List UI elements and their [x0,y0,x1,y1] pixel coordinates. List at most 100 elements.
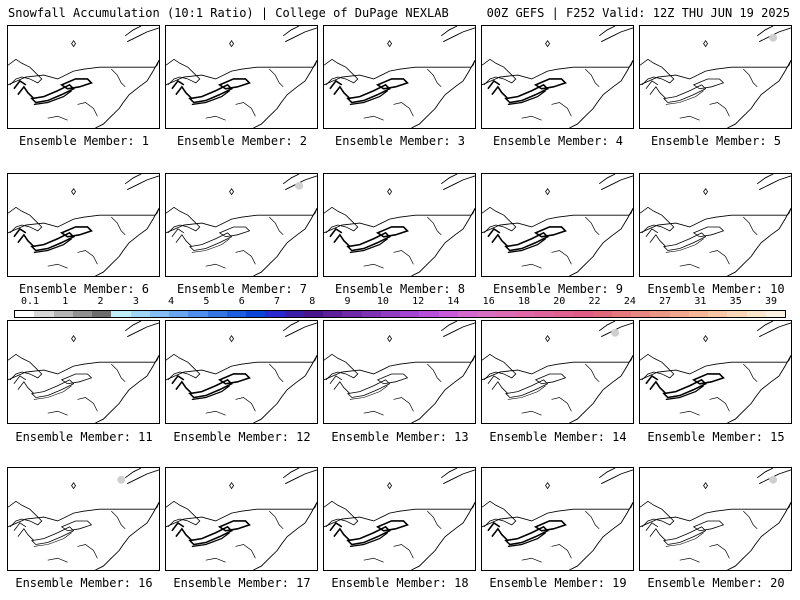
snow-spot [295,181,304,190]
colorbar-swatch [669,311,689,317]
ensemble-member-label: Ensemble Member: 4 [492,134,624,148]
colorbar-swatch [419,311,439,317]
colorbar-swatch [708,311,728,317]
ensemble-member-label: Ensemble Member: 9 [492,282,624,296]
map-outline [640,26,791,128]
colorbar-tick-label: 8 [309,296,316,307]
colorbar-tick-label: 7 [273,296,281,307]
colorbar-swatch [226,311,246,317]
ensemble-member-label: Ensemble Member: 2 [176,134,308,148]
ensemble-member-map [165,173,318,277]
colorbar-swatch [631,311,651,317]
ensemble-member-map [323,320,476,424]
map-outline [8,26,159,128]
snow-spot [117,475,126,484]
ensemble-member-label: Ensemble Member: 20 [647,576,785,590]
map-outline [324,321,475,423]
ensemble-member-label: Ensemble Member: 14 [489,430,627,444]
colorbar-swatch [554,311,574,317]
colorbar-swatch [592,311,612,317]
colorbar-swatch [727,311,747,317]
colorbar-swatch [496,311,516,317]
ensemble-member-map [165,25,318,129]
map-outline [324,468,475,570]
colorbar-swatch [688,311,708,317]
colorbar-swatch [188,311,208,317]
ensemble-member-label: Ensemble Member: 17 [173,576,311,590]
ensemble-member-label: Ensemble Member: 1 [18,134,150,148]
colorbar-swatch [207,311,227,317]
colorbar-tick-label: 0.1 [20,296,40,307]
ensemble-member-map [323,467,476,571]
ensemble-member-label: Ensemble Member: 3 [334,134,466,148]
colorbar-swatch [380,311,400,317]
colorbar-swatch [169,311,189,317]
ensemble-member-map [481,25,634,129]
map-outline [482,321,633,423]
map-outline [8,321,159,423]
colorbar-swatch [53,311,73,317]
colorbar-tick-label: 6 [238,296,245,307]
map-outline [8,174,159,276]
map-outline [166,26,317,128]
map-outline [640,174,791,276]
ensemble-member-map [481,467,634,571]
ensemble-member-label: Ensemble Member: 15 [647,430,785,444]
map-outline [166,468,317,570]
ensemble-member-map [639,467,792,571]
colorbar-swatch [650,311,670,317]
colorbar-swatch [765,311,785,317]
colorbar-tick-label: 5 [203,296,210,307]
snow-spot [769,475,778,484]
forecast-valid-time: 00Z GEFS | F252 Valid: 12Z THU JUN 19 20… [486,6,790,20]
snow-spot [611,328,620,337]
colorbar-tick-label: 3 [132,296,139,307]
ensemble-member-label: Ensemble Member: 7 [176,282,308,296]
colorbar-tick-label: 14 [447,296,460,307]
colorbar-swatch [149,311,169,317]
ensemble-member-map [7,467,160,571]
colorbar-swatch [265,311,285,317]
colorbar-tick-label: 2 [97,296,104,307]
colorbar-tick-label: 35 [729,296,742,307]
map-title: Snowfall Accumulation (10:1 Ratio) | Col… [8,6,449,20]
map-outline [166,321,317,423]
colorbar-swatch [284,311,304,317]
colorbar-tick-label: 39 [764,296,778,307]
map-outline [482,26,633,128]
colorbar-swatch [361,311,381,317]
colorbar-tick-label: 24 [623,296,636,307]
map-outline [166,174,317,276]
colorbar-swatch [400,311,420,317]
colorbar-tick-label: 20 [553,296,566,307]
colorbar-swatch [323,311,343,317]
ensemble-member-label: Ensemble Member: 13 [331,430,469,444]
colorbar-swatch [246,311,266,317]
colorbar-swatch [34,311,54,317]
snow-spot [769,33,778,42]
ensemble-member-map [639,173,792,277]
colorbar-swatch [342,311,362,317]
ensemble-member-map [481,320,634,424]
ensemble-member-label: Ensemble Member: 10 [647,282,785,296]
ensemble-member-map [7,25,160,129]
colorbar-swatch [15,311,35,317]
map-outline [640,468,791,570]
colorbar-tick-label: 4 [168,296,175,307]
ensemble-member-label: Ensemble Member: 19 [489,576,627,590]
colorbar-swatch [303,311,323,317]
ensemble-member-label: Ensemble Member: 12 [173,430,311,444]
colorbar-swatch [573,311,593,317]
colorbar-tick-label: 31 [694,296,707,307]
map-outline [482,468,633,570]
ensemble-member-label: Ensemble Member: 8 [334,282,466,296]
ensemble-member-map [481,173,634,277]
ensemble-member-map [323,25,476,129]
ensemble-member-map [323,173,476,277]
ensemble-member-map [639,25,792,129]
colorbar-tick-label: 22 [588,296,601,307]
colorbar-swatch [130,311,150,317]
map-outline [640,321,791,423]
colorbar-swatch [515,311,535,317]
colorbar-swatch [746,311,766,317]
